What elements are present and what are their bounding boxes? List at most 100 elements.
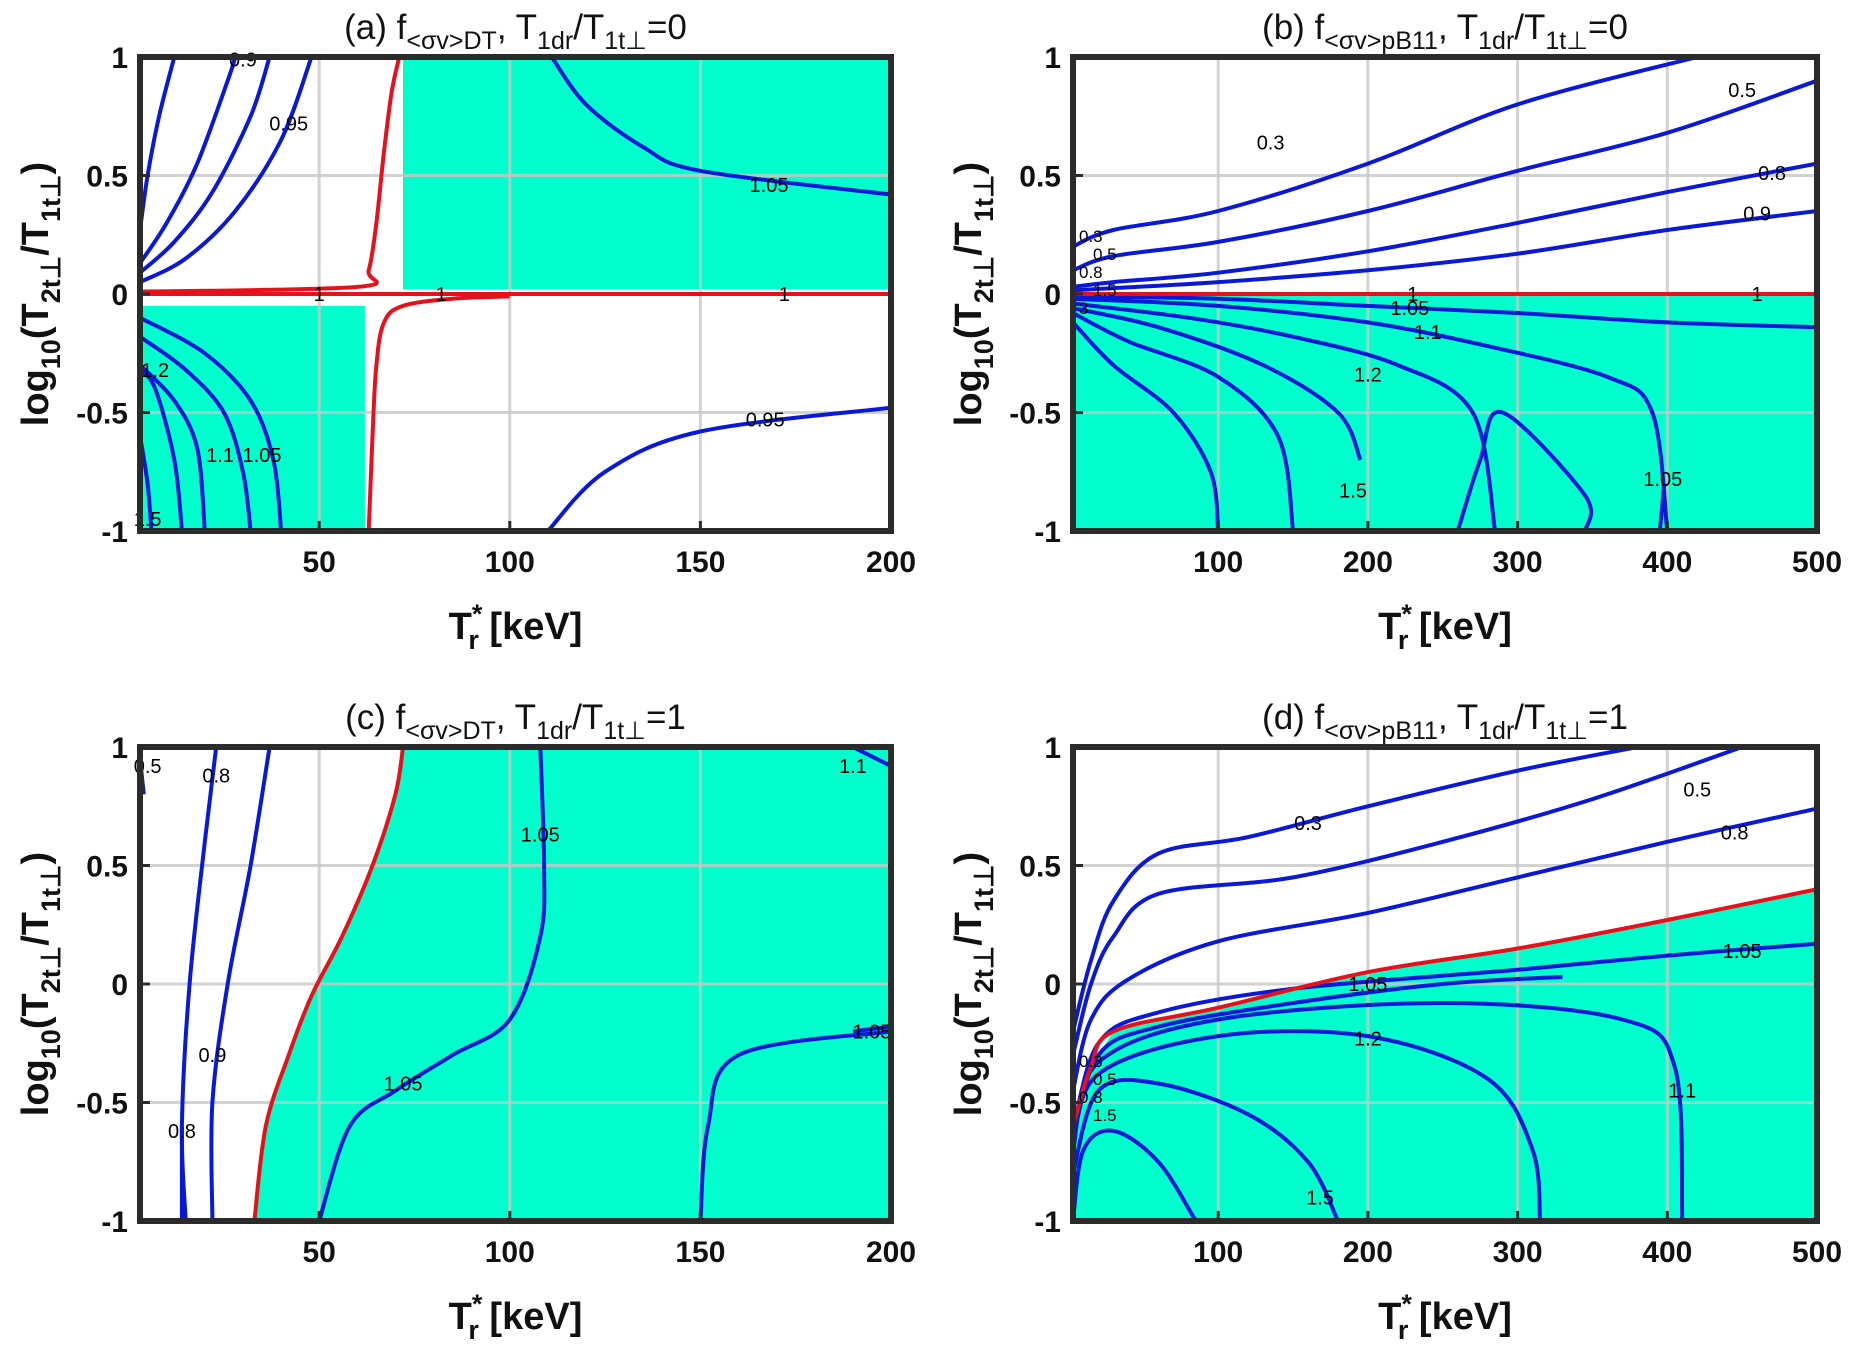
ylabel-sub3: 1t⊥ (36, 864, 66, 912)
contour-line (546, 405, 891, 531)
contour-line (140, 57, 272, 275)
panel-d: 0.30.50.81.051.051.11.21.50.30.50.81.510… (948, 698, 1842, 1345)
title-main: (a) f (344, 8, 407, 47)
ylabel-mid: (T (948, 993, 990, 1029)
cluster-label: 3 (1079, 299, 1088, 318)
title-mid2: /T (1514, 8, 1545, 47)
contour-label: 1.05 (521, 825, 560, 847)
x-tick-label: 200 (1343, 1236, 1393, 1269)
contour-label: 1.5 (1339, 481, 1367, 503)
ylabel-sub2: 2t⊥ (36, 256, 66, 304)
unity-boundary-line (252, 747, 405, 1221)
contour-line (1455, 409, 1594, 531)
contour-label: 1.05 (852, 1021, 891, 1043)
title-sub2: 1dr (1478, 27, 1514, 55)
title-main: (b) f (1262, 8, 1325, 47)
gridlines (140, 57, 891, 531)
title-tail: =0 (1588, 8, 1628, 47)
x-axis-label: T* r [keV] (449, 1289, 583, 1345)
xlabel-main: T (449, 1296, 472, 1338)
filled-regions (140, 57, 891, 531)
contour-line (140, 335, 253, 531)
xlabel-sub: r (468, 1315, 479, 1345)
y-tick-label: 0 (111, 969, 128, 1002)
contour-label: 1.1 (1414, 322, 1442, 344)
contour-label: 0.3 (1294, 813, 1322, 835)
contour-label: 0.8 (1721, 822, 1749, 844)
title-tail: =0 (647, 8, 687, 47)
contour-line (1073, 974, 1563, 1139)
y-axis-label: log10(T2t⊥/T1t⊥) (948, 162, 999, 426)
title-mid: , T (1438, 698, 1478, 737)
x-axis-label: T* r [keV] (449, 599, 583, 655)
y-tick-label: 0 (111, 279, 128, 312)
ylabel-tail: ) (15, 162, 57, 175)
y-tick-label: 0 (1044, 969, 1061, 1002)
filled-region (403, 57, 891, 290)
panel-title: (a) f<σv>DT, T1dr/T1t⊥=0 (344, 8, 687, 55)
y-axis-label: log10(T2t⊥/T1t⊥) (15, 162, 66, 426)
cluster-label: 1.5 (1093, 281, 1117, 300)
contour-line (1073, 311, 1296, 531)
title-sub3: 1t⊥ (1545, 27, 1588, 55)
ylabel-sub2: 2t⊥ (969, 946, 999, 994)
title-tail: =1 (1588, 698, 1628, 737)
contour-label: 1.05 (243, 445, 282, 467)
cluster-label: 0.3 (1079, 1052, 1103, 1071)
boundary-label: 1 (436, 284, 447, 306)
contour-label: 1.05 (1723, 941, 1762, 963)
ylabel-sub1: 10 (36, 1029, 66, 1059)
unity-boundary-line (366, 294, 510, 531)
contour-line (698, 1029, 891, 1221)
title-sub3: 1t⊥ (603, 717, 646, 745)
x-tick-label: 100 (1193, 546, 1243, 579)
tick-labels: 50 100 150 200 -1 -0.5 0 0.5 1 (76, 732, 916, 1269)
ylabel-mid2: /T (948, 912, 990, 946)
y-axis-label: log10(T2t⊥/T1t⊥) (15, 852, 66, 1116)
contour-labels: 0.90.951.051.051.11.21.50.951 1 1 (134, 49, 790, 531)
contour-line (1073, 747, 1743, 1056)
ylabel-main: log (948, 1059, 990, 1116)
panel-title: (b) f<σv>pB11, T1dr/T1t⊥=0 (1262, 8, 1628, 55)
ylabel-mid: (T (948, 303, 990, 339)
contour-labels: 0.5 0.80.90.81.051.051.051.1 (134, 756, 892, 1143)
contour-line (1073, 1001, 1685, 1221)
title-main: (c) f (345, 698, 406, 737)
ylabel-tail: ) (948, 852, 990, 865)
x-tick-label: 100 (485, 546, 535, 579)
contour-line (1073, 806, 1817, 1092)
ylabel-sub1: 10 (36, 339, 66, 369)
ylabel-tail: ) (948, 162, 990, 175)
boundary-label: 1 (1407, 284, 1418, 306)
contour-label: 1.2 (141, 360, 169, 382)
xlabel-sup: * (1401, 1289, 1412, 1319)
y-tick-label: 0.5 (86, 851, 128, 884)
ylabel-sub2: 2t⊥ (969, 256, 999, 304)
xlabel-sup: * (472, 1289, 483, 1319)
y-axis-label: log10(T2t⊥/T1t⊥) (948, 852, 999, 1116)
xlabel-main: T (1378, 606, 1401, 648)
xlabel-tail: [keV] (479, 606, 582, 648)
contour-line (140, 368, 184, 531)
y-tick-label: -0.5 (76, 398, 128, 431)
title-mid2: /T (1514, 698, 1545, 737)
contour-lines (1073, 57, 1817, 531)
xlabel-sub: r (1398, 1315, 1409, 1345)
cluster-label: 0.3 (1079, 227, 1103, 246)
contour-line (1073, 747, 1638, 1032)
title-mid2: /T (572, 698, 603, 737)
contour-line (140, 363, 207, 531)
y-tick-label: -0.5 (76, 1088, 128, 1121)
contour-line (1073, 161, 1817, 289)
ylabel-sub3: 1t⊥ (36, 174, 66, 222)
contour-line (140, 315, 284, 531)
contour-label: 1.1 (206, 445, 234, 467)
filled-region (140, 305, 365, 531)
title-mid: , T (496, 698, 536, 737)
panel-c: 0.5 0.80.90.81.051.051.051.150 100 150 200-1… (15, 698, 916, 1345)
contour-label: 0.8 (1758, 163, 1786, 185)
contour-line (1073, 296, 1670, 531)
x-tick-label: 150 (675, 1236, 725, 1269)
y-tick-label: -1 (1034, 516, 1061, 549)
y-tick-label: -1 (1034, 1206, 1061, 1239)
